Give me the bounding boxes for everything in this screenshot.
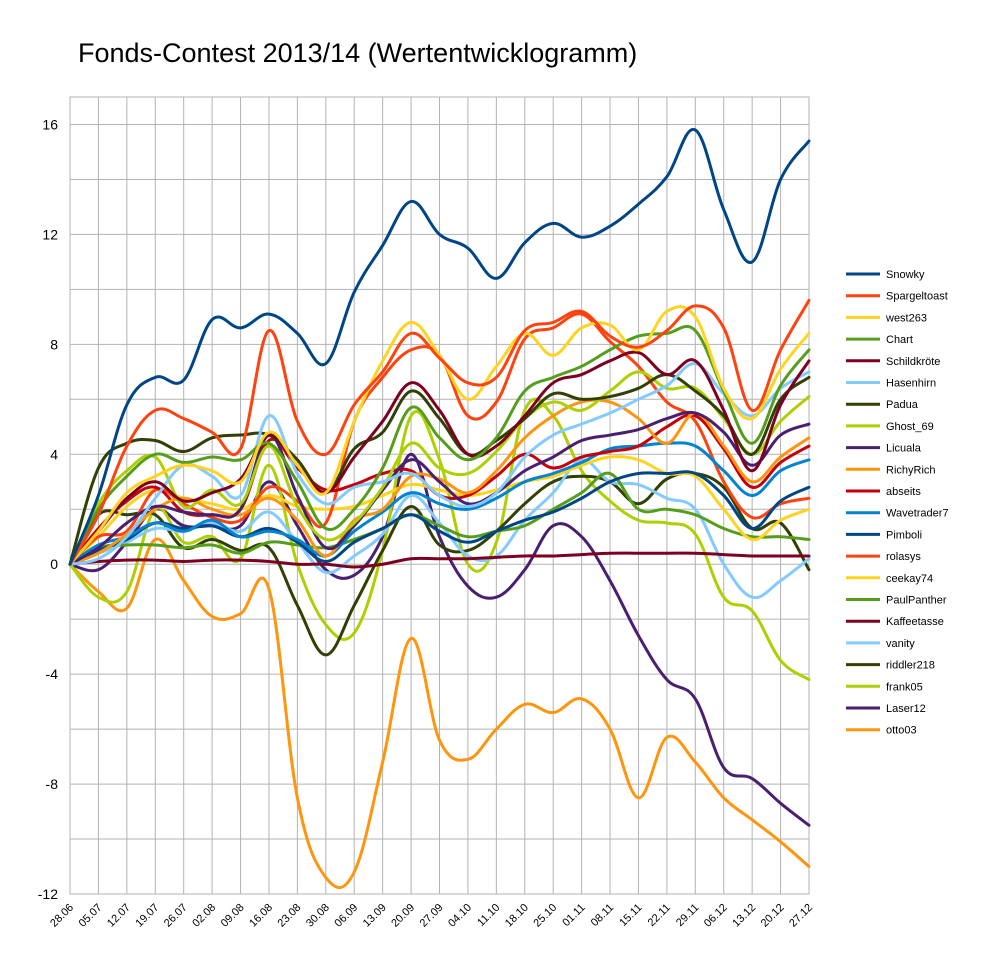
legend-label: Chart [886, 334, 913, 346]
y-tick-label: -4 [46, 666, 59, 682]
series-lines [68, 128, 811, 890]
x-tick-label: 28.06 [48, 902, 76, 930]
x-tick-label: 13.12 [730, 902, 758, 930]
legend-label: Pimboli [886, 529, 922, 541]
x-tick-label: 30.08 [304, 902, 332, 930]
series-line-ghost-69 [68, 370, 811, 566]
x-tick-label: 12.07 [105, 902, 133, 930]
series-line-frank05 [68, 397, 811, 682]
legend-label: Kaffeetasse [886, 616, 944, 628]
y-tick-label: -12 [38, 886, 58, 902]
legend-label: vanity [886, 638, 915, 650]
x-tick-label: 06.12 [702, 902, 730, 930]
series-line-kaffeetasse [68, 551, 811, 569]
series-line-snowky [68, 128, 811, 566]
legend-label: Laser12 [886, 703, 926, 715]
x-tick-label: 27.09 [418, 902, 446, 930]
legend-label: abseits [886, 486, 921, 498]
series-line-otto03 [68, 537, 811, 890]
x-tick-label: 18.10 [503, 902, 531, 930]
legend-label: Schildkröte [886, 356, 940, 368]
x-tick-label: 09.08 [219, 902, 247, 930]
x-tick-label: 13.09 [361, 902, 389, 930]
x-tick-label: 19.07 [133, 902, 161, 930]
x-tick-label: 20.12 [759, 902, 787, 930]
x-tick-label: 06.09 [332, 902, 360, 930]
x-tick-label: 20.09 [389, 902, 417, 930]
x-tick-label: 15.11 [617, 902, 644, 929]
series-line-padua [68, 373, 811, 566]
x-tick-label: 16.08 [247, 902, 275, 930]
series-line-wavetrader7 [68, 441, 811, 566]
legend-label: PaulPanther [886, 595, 947, 607]
y-tick-label: 8 [50, 336, 58, 352]
legend-label: rolasys [886, 551, 921, 563]
grid [69, 96, 810, 895]
legend-label: Snowky [886, 269, 925, 281]
legend-label: frank05 [886, 681, 923, 693]
series-line-licuala [68, 410, 811, 566]
legend-label: RichyRich [886, 464, 936, 476]
legend-label: ceekay74 [886, 573, 933, 585]
legend-label: Hasenhirn [886, 378, 936, 390]
legend-label: riddler218 [886, 660, 935, 672]
y-tick-label: 12 [42, 226, 58, 242]
x-tick-label: 26.07 [162, 902, 190, 930]
legend-label: Wavetrader7 [886, 508, 949, 520]
y-tick-label: 16 [42, 116, 58, 132]
x-tick-label: 25.10 [531, 902, 559, 930]
series-line-chart [68, 325, 811, 566]
x-axis-ticks: 28.06 05.07 12.07 19.07 26.07 02.08 09.08 16.08… [48, 902, 815, 930]
legend-label: otto03 [886, 725, 917, 737]
legend-label: Padua [886, 399, 919, 411]
x-tick-label: 27.12 [787, 902, 815, 930]
series-line-schildkr-te [68, 350, 811, 566]
y-axis-ticks: 16 12 8 4 0 -4 -8 -12 [38, 116, 58, 902]
chart-title: Fonds-Contest 2013/14 (Wertentwicklogram… [78, 38, 638, 68]
series-line-paulpanther [68, 471, 811, 566]
legend-label: Spargeltoast [886, 291, 948, 303]
x-tick-label: 04.10 [446, 902, 474, 930]
legend-label: west263 [885, 312, 927, 324]
y-tick-label: 4 [50, 446, 58, 462]
legend: Snowky Spargeltoast west263 Chart Schildkröt… [846, 269, 949, 737]
x-tick-label: 08.11 [589, 902, 616, 929]
x-tick-label: 02.08 [190, 902, 218, 930]
x-tick-label: 01.11 [560, 902, 587, 929]
legend-label: Licuala [886, 443, 922, 455]
y-tick-label: 0 [50, 556, 58, 572]
x-tick-label: 05.07 [77, 902, 105, 930]
y-tick-label: -8 [46, 776, 59, 792]
x-tick-label: 22.11 [646, 902, 673, 929]
legend-label: Ghost_69 [886, 421, 934, 433]
x-tick-label: 29.11 [674, 902, 701, 929]
x-tick-label: 11.10 [475, 902, 502, 929]
x-tick-label: 23.08 [276, 902, 304, 930]
series-line-spargeltoast [68, 298, 811, 566]
